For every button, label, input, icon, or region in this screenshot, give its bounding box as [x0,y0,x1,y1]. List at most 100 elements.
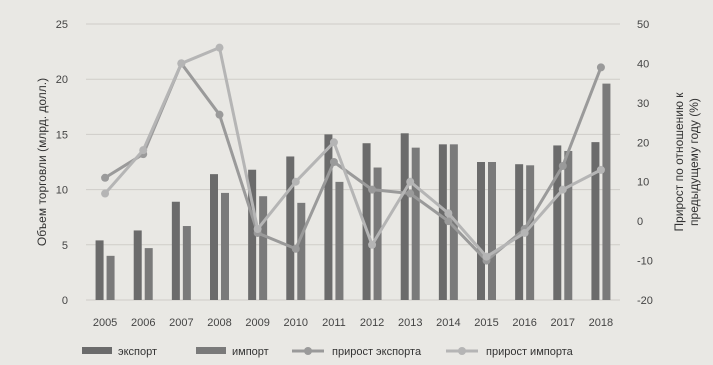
bar-импорт-2013 [411,147,420,300]
right-tick-label: 0 [637,216,643,228]
point-прирост импорта-2008 [215,43,224,52]
point-прирост экспорта-2008 [215,110,224,119]
right-axis-title: Прирост по отношению кпредыдущему году (… [672,92,701,232]
bar-импорт-2017 [564,150,573,300]
x-tick-label: 2006 [131,317,155,329]
point-прирост импорта-2011 [329,138,338,147]
point-прирост импорта-2012 [368,240,377,249]
x-tick-label: 2005 [93,317,117,329]
bar-экспорт-2005 [95,240,104,300]
right-axis-title-line-1: Прирост по отношению к [672,92,686,232]
x-tick-label: 2013 [398,317,422,329]
point-прирост экспорта-2018 [596,63,605,72]
legend-label: импорт [232,346,269,358]
point-прирост экспорта-2010 [291,244,300,253]
x-tick-label: 2011 [322,317,346,329]
bar-экспорт-2013 [400,133,409,300]
right-tick-label: -10 [637,256,653,268]
point-прирост экспорта-2011 [329,158,338,166]
point-прирост экспорта-2012 [368,185,377,194]
bar-импорт-2010 [297,202,306,300]
right-axis-title-line-2: предыдущему году (%) [687,98,701,226]
point-прирост импорта-2005 [101,189,110,198]
x-axis-ticks: 2005 2006 2007 2008 2009 2010 2011 2012 2013 2014… [93,317,613,329]
bar-импорт-2007 [182,226,191,300]
bar-импорт-2014 [449,144,458,300]
left-tick-label: 5 [62,240,68,252]
legend: экспорт импорт прирост экспорта прирост имп… [82,346,574,358]
x-tick-label: 2017 [551,317,575,329]
point-прирост импорта-2017 [558,185,567,194]
legend-label: прирост экспорта [332,346,422,358]
bar-импорт-2006 [144,248,153,300]
bar-импорт-2018 [602,83,611,300]
bar-импорт-2009 [259,196,268,300]
x-tick-label: 2012 [360,317,384,329]
left-tick-label: 25 [56,19,68,31]
left-tick-label: 0 [62,295,68,307]
line-прирост экспорта [104,61,603,263]
left-tick-label: 15 [56,129,68,141]
x-tick-label: 2014 [436,317,460,329]
right-tick-label: -20 [637,295,653,307]
bar-экспорт-2009 [248,169,257,300]
point-прирост импорта-2013 [406,177,415,186]
right-tick-label: 30 [637,98,649,110]
bar-экспорт-2018 [591,142,600,300]
legend-label: прирост импорта [486,346,574,358]
bar-импорт-2016 [526,165,535,300]
bar-импорт-2015 [488,162,496,300]
legend-swatch-импорт [196,347,226,354]
right-tick-label: 10 [637,177,649,189]
point-прирост экспорта-2014 [444,217,453,226]
x-tick-label: 2007 [169,317,193,329]
point-прирост импорта-2006 [139,146,148,155]
point-прирост экспорта-2017 [558,161,567,170]
point-прирост импорта-2018 [596,165,605,174]
line-прирост импорта [103,46,602,259]
bar-экспорт-2010 [286,156,295,300]
right-axis-ticks: -20 -10 0 10 20 30 40 50 [637,19,653,307]
x-tick-label: 2008 [207,317,231,329]
point-прирост импорта-2014 [444,209,453,218]
x-tick-label: 2009 [245,317,269,329]
bar-экспорт-2014 [438,144,447,300]
right-tick-label: 50 [637,19,649,31]
legend-marker-прирост экспорта [304,347,312,355]
bar-экспорт-2015 [477,162,485,300]
point-прирост экспорта-2013 [406,189,415,198]
gridlines [86,23,620,301]
point-прирост импорта-2007 [177,59,186,68]
bar-экспорт-2012 [362,143,371,300]
bar-экспорт-2006 [133,230,142,300]
bar-экспорт-2007 [171,201,180,300]
x-tick-label: 2018 [589,317,613,329]
left-tick-label: 10 [56,185,68,197]
bar-импорт-2011 [335,181,344,300]
point-прирост экспорта-2005 [101,173,110,182]
left-axis-ticks: 0 5 10 15 20 25 [56,19,68,307]
legend-swatch-экспорт [82,347,112,354]
x-tick-label: 2010 [284,317,308,329]
right-tick-label: 40 [637,58,649,70]
bar-импорт-2005 [106,255,115,300]
point-прирост импорта-2010 [291,177,300,186]
axis-titles: Объем торговли (млрд. долл.) Прирост по о… [35,78,701,246]
left-axis-title: Объем торговли (млрд. долл.) [35,78,49,246]
line-series [101,43,605,265]
legend-marker-прирост импорта [458,347,466,355]
x-tick-label: 2016 [512,317,536,329]
bar-экспорт-2017 [553,145,562,300]
left-tick-label: 20 [56,74,68,86]
bar-импорт-2008 [221,192,229,300]
point-прирост импорта-2015 [482,252,491,261]
bar-экспорт-2008 [210,174,218,300]
point-прирост импорта-2016 [520,228,529,237]
bar-экспорт-2011 [324,134,333,300]
right-tick-label: 20 [637,137,649,149]
x-tick-label: 2015 [474,317,498,329]
point-прирост импорта-2009 [253,225,262,234]
legend-label: экспорт [118,346,157,358]
